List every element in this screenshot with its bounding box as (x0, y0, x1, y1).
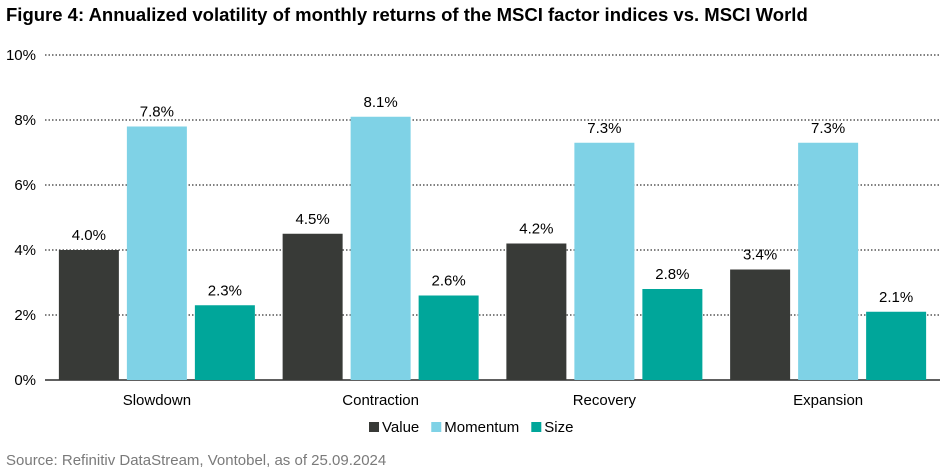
legend-label-size: Size (544, 419, 573, 436)
gridlines (45, 54, 940, 381)
data-label: 8.1% (364, 94, 398, 111)
data-label: 3.4% (743, 247, 777, 264)
legend-swatch-value (369, 422, 379, 432)
legend-label-value: Value (382, 419, 419, 436)
legend: Value Momentum Size (369, 419, 573, 436)
bar-momentum-contraction (350, 116, 411, 380)
y-tick-label: 10% (6, 47, 36, 64)
legend-label-momentum: Momentum (444, 419, 519, 436)
y-axis-ticks: 0% 2% 4% 6% 8% 10% (6, 47, 36, 389)
data-labels: 4.0% 7.8% 2.3% 4.5% 8.1% 2.6% 4.2% 7.3% 2.8% 3.4%… (72, 94, 913, 306)
data-label: 2.3% (208, 282, 242, 299)
data-label: 2.6% (432, 273, 466, 290)
x-tick-label: Contraction (342, 392, 419, 409)
bar-momentum-expansion (798, 142, 859, 380)
data-label: 2.8% (655, 266, 689, 283)
bar-size-slowdown (194, 305, 255, 380)
legend-swatch-momentum (431, 422, 442, 432)
x-tick-label: Expansion (793, 392, 863, 409)
data-label: 4.5% (296, 211, 330, 228)
y-tick-label: 0% (14, 372, 36, 389)
bar-momentum-recovery (574, 142, 635, 380)
source-note: Source: Refinitiv DataStream, Vontobel, … (6, 452, 387, 469)
data-label: 7.8% (140, 104, 174, 121)
bars (58, 116, 927, 380)
bar-value-recovery (506, 243, 567, 380)
legend-swatch-size (531, 422, 542, 432)
x-axis-ticks: Slowdown Contraction Recovery Expansion (123, 392, 863, 409)
data-label: 4.2% (519, 221, 553, 238)
y-tick-label: 8% (14, 112, 36, 129)
bar-value-contraction (282, 233, 343, 380)
bar-size-contraction (418, 295, 479, 380)
chart-title: Figure 4: Annualized volatility of month… (6, 4, 808, 25)
y-tick-label: 6% (14, 177, 36, 194)
x-tick-label: Slowdown (123, 392, 191, 409)
bar-size-expansion (866, 311, 927, 380)
data-label: 7.3% (811, 120, 845, 137)
bar-value-slowdown (58, 250, 119, 380)
y-tick-label: 2% (14, 307, 36, 324)
bar-size-recovery (642, 289, 703, 380)
data-label: 4.0% (72, 227, 106, 244)
bar-momentum-slowdown (126, 126, 187, 380)
bar-value-expansion (730, 269, 791, 380)
data-label: 2.1% (879, 289, 913, 306)
data-label: 7.3% (587, 120, 621, 137)
y-tick-label: 4% (14, 242, 36, 259)
x-tick-label: Recovery (573, 392, 637, 409)
